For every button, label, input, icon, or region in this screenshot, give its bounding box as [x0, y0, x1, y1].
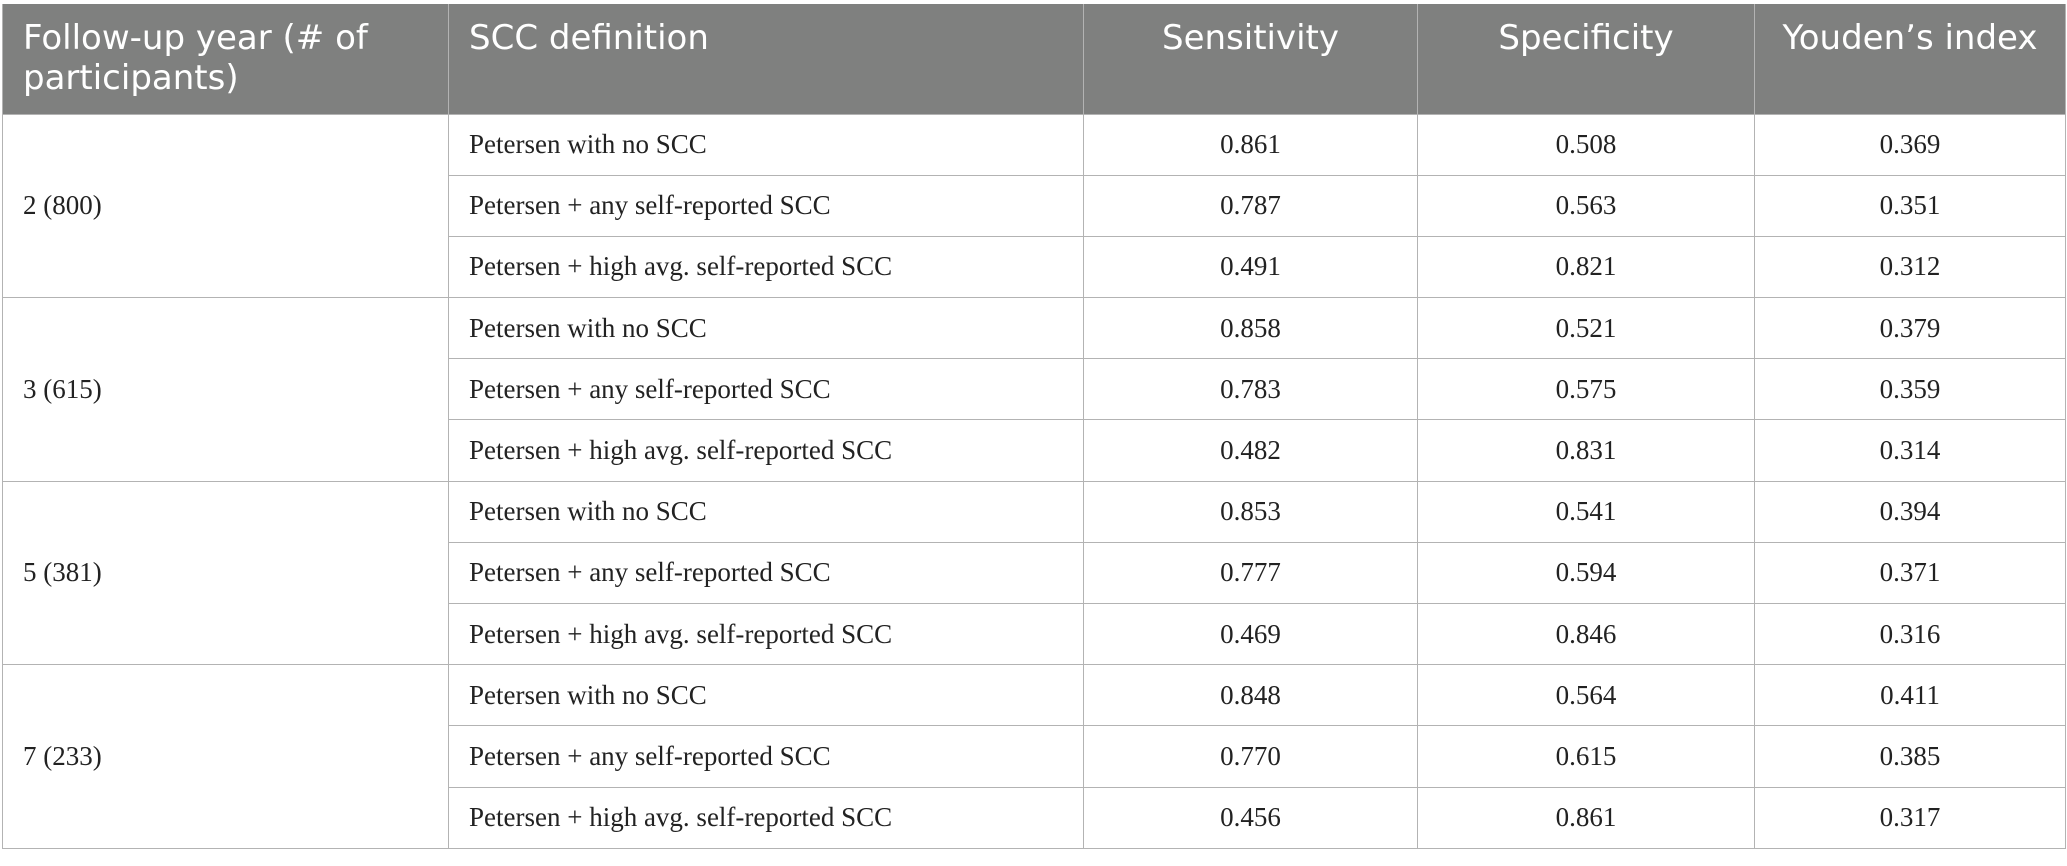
youden-index-cell: 0.351	[1754, 174, 2066, 237]
scc-definition-cell: Petersen + any self-reported SCC	[448, 541, 1084, 605]
specificity-cell: 0.821	[1417, 235, 1755, 299]
youden-index-cell: 0.317	[1754, 786, 2066, 849]
youden-index-cell: 0.394	[1754, 480, 2066, 543]
specificity-cell: 0.575	[1417, 358, 1755, 421]
scc-definition-cell: Petersen + high avg. self-reported SCC	[448, 235, 1084, 299]
specificity-cell: 0.564	[1417, 664, 1755, 727]
sensitivity-cell: 0.848	[1083, 664, 1418, 727]
table-row: Petersen + high avg. self-reported SCC 0.…	[3, 419, 2066, 482]
follow-up-year-cell: 3 (615)	[2, 297, 449, 482]
table-row: Petersen + high avg. self-reported SCC 0.…	[3, 602, 2066, 666]
table-header: Follow-up year (# of participants) SCC d…	[2, 4, 2066, 115]
header-specificity: Specificity	[1417, 4, 1755, 115]
header-row: Follow-up year (# of participants) SCC d…	[2, 4, 2066, 115]
table-row: Petersen + any self-reported SCC 0.783 0.5…	[3, 358, 2066, 421]
table-row: 3 (615) Petersen with no SCC 0.858 0.521 0.3…	[2, 297, 2066, 482]
scc-definition-cell: Petersen + any self-reported SCC	[448, 358, 1084, 421]
scc-definition-cell: Petersen with no SCC	[448, 480, 1084, 543]
youden-index-cell: 0.369	[1754, 113, 2066, 176]
sensitivity-cell: 0.783	[1083, 358, 1418, 421]
table-row: 5 (381) Petersen with no SCC 0.853 0.541 0.3…	[2, 480, 2066, 666]
scc-definition-cell: Petersen with no SCC	[448, 113, 1084, 176]
sensitivity-cell: 0.770	[1083, 725, 1418, 788]
youden-index-cell: 0.411	[1754, 664, 2066, 727]
sensitivity-cell: 0.858	[1083, 297, 1418, 360]
specificity-cell: 0.508	[1417, 113, 1755, 176]
sensitivity-cell: 0.482	[1083, 419, 1418, 482]
scc-definition-cell: Petersen with no SCC	[448, 297, 1084, 360]
youden-index-cell: 0.371	[1754, 541, 2066, 605]
sensitivity-cell: 0.787	[1083, 174, 1418, 237]
specificity-cell: 0.615	[1417, 725, 1755, 788]
youden-index-cell: 0.314	[1754, 419, 2066, 482]
table-row: Petersen + high avg. self-reported SCC 0.…	[3, 786, 2066, 849]
youden-index-cell: 0.359	[1754, 358, 2066, 421]
scc-definition-cell: Petersen with no SCC	[448, 664, 1084, 727]
sensitivity-cell: 0.491	[1083, 235, 1418, 299]
header-scc-definition: SCC definition	[448, 4, 1084, 115]
results-table: Follow-up year (# of participants) SCC d…	[2, 4, 2066, 849]
follow-up-year-cell: 2 (800)	[2, 113, 449, 299]
table-row: Petersen + high avg. self-reported SCC 0.…	[3, 235, 2066, 299]
sensitivity-cell: 0.469	[1083, 602, 1418, 666]
scc-definition-cell: Petersen + high avg. self-reported SCC	[448, 786, 1084, 849]
scc-definition-cell: Petersen + any self-reported SCC	[448, 174, 1084, 237]
follow-up-year-cell: 7 (233)	[2, 664, 449, 849]
specificity-cell: 0.831	[1417, 419, 1755, 482]
table-body: 2 (800) Petersen with no SCC 0.861 0.508 0.3…	[2, 113, 2066, 849]
specificity-cell: 0.521	[1417, 297, 1755, 360]
header-youden-index: Youden’s index	[1754, 4, 2066, 115]
scc-definition-cell: Petersen + high avg. self-reported SCC	[448, 419, 1084, 482]
header-sensitivity: Sensitivity	[1083, 4, 1418, 115]
specificity-cell: 0.846	[1417, 602, 1755, 666]
sensitivity-cell: 0.861	[1083, 113, 1418, 176]
youden-index-cell: 0.316	[1754, 602, 2066, 666]
table-row: Petersen + any self-reported SCC 0.777 0.5…	[3, 541, 2066, 605]
youden-index-cell: 0.312	[1754, 235, 2066, 299]
sensitivity-cell: 0.456	[1083, 786, 1418, 849]
header-follow-up-year: Follow-up year (# of participants)	[2, 4, 449, 115]
youden-index-cell: 0.385	[1754, 725, 2066, 788]
table-row: Petersen + any self-reported SCC 0.770 0.6…	[3, 725, 2066, 788]
follow-up-year-cell: 5 (381)	[2, 480, 449, 666]
scc-definition-cell: Petersen + any self-reported SCC	[448, 725, 1084, 788]
specificity-cell: 0.861	[1417, 786, 1755, 849]
table-row: 7 (233) Petersen with no SCC 0.848 0.564 0.4…	[2, 664, 2066, 849]
sensitivity-cell: 0.853	[1083, 480, 1418, 543]
youden-index-cell: 0.379	[1754, 297, 2066, 360]
scc-definition-cell: Petersen + high avg. self-reported SCC	[448, 602, 1084, 666]
specificity-cell: 0.541	[1417, 480, 1755, 543]
table-row: 2 (800) Petersen with no SCC 0.861 0.508 0.3…	[2, 113, 2066, 299]
sensitivity-cell: 0.777	[1083, 541, 1418, 605]
specificity-cell: 0.594	[1417, 541, 1755, 605]
specificity-cell: 0.563	[1417, 174, 1755, 237]
